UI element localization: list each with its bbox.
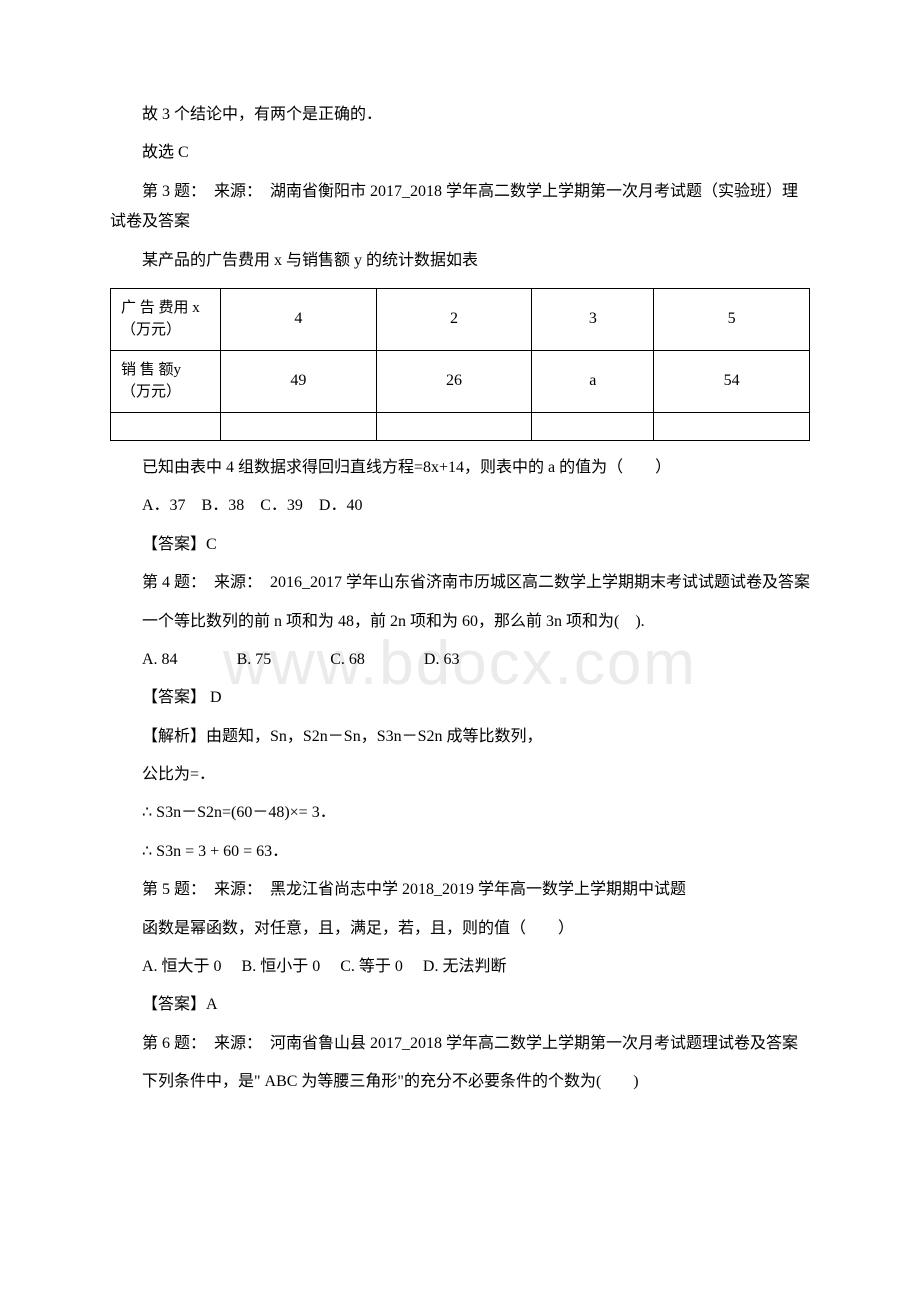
q4-title: 第 4 题： 来源： 2016_2017 学年山东省济南市历城区高二数学上学期期… xyxy=(110,568,810,598)
q3-answer: 【答案】C xyxy=(110,530,810,560)
table-row: 广 告 费用 x （万元） 4 2 3 5 xyxy=(111,288,810,350)
table-cell-empty xyxy=(654,412,810,440)
table-cell: 3 xyxy=(532,288,654,350)
q4-answer: 【答案】 D xyxy=(110,683,810,713)
q6-description: 下列条件中，是" ABC 为等腰三角形"的充分不必要条件的个数为( ) xyxy=(110,1067,810,1097)
q5-title: 第 5 题： 来源： 黑龙江省尚志中学 2018_2019 学年高一数学上学期期… xyxy=(110,875,810,905)
q4-option-a: A. 84 xyxy=(142,651,178,668)
table-header-y: 销 售 额y （万元） xyxy=(111,350,221,412)
q4-option-c: C. 68 xyxy=(330,651,365,668)
q4-explanation-3: ∴ S3n－S2n=(60－48)×= 3． xyxy=(110,798,810,828)
q4-options: A. 84 B. 75 C. 68 D. 63 xyxy=(110,645,810,675)
document-content: 故 3 个结论中，有两个是正确的． 故选 C 第 3 题： 来源： 湖南省衡阳市… xyxy=(110,100,810,1098)
table-cell-empty xyxy=(376,412,532,440)
q6-title: 第 6 题： 来源： 河南省鲁山县 2017_2018 学年高二数学上学期第一次… xyxy=(110,1029,810,1059)
table-cell: 54 xyxy=(654,350,810,412)
q3-data-table: 广 告 费用 x （万元） 4 2 3 5 销 售 额y （万元） 49 26 … xyxy=(110,288,810,441)
table-row: 销 售 额y （万元） 49 26 a 54 xyxy=(111,350,810,412)
table-cell: 26 xyxy=(376,350,532,412)
table-cell: 4 xyxy=(221,288,377,350)
q4-description: 一个等比数列的前 n 项和为 48，前 2n 项和为 60，那么前 3n 项和为… xyxy=(110,607,810,637)
table-header-x: 广 告 费用 x （万元） xyxy=(111,288,221,350)
q3-title: 第 3 题： 来源： 湖南省衡阳市 2017_2018 学年高二数学上学期第一次… xyxy=(110,177,810,238)
table-cell: 2 xyxy=(376,288,532,350)
table-row-empty xyxy=(111,412,810,440)
conclusion-line-2: 故选 C xyxy=(110,138,810,168)
conclusion-line-1: 故 3 个结论中，有两个是正确的． xyxy=(110,100,810,130)
table-cell: a xyxy=(532,350,654,412)
table-cell-empty xyxy=(532,412,654,440)
q3-question: 已知由表中 4 组数据求得回归直线方程=8x+14，则表中的 a 的值为（ ） xyxy=(110,453,810,483)
q4-explanation-1: 【解析】由题知，Sn，S2n－Sn，S3n－S2n 成等比数列， xyxy=(110,722,810,752)
table-cell: 5 xyxy=(654,288,810,350)
q5-description: 函数是幂函数，对任意，且，满足，若，且，则的值（ ） xyxy=(110,914,810,944)
q3-description: 某产品的广告费用 x 与销售额 y 的统计数据如表 xyxy=(110,246,810,276)
q4-option-d: D. 63 xyxy=(424,651,460,668)
table-cell: 49 xyxy=(221,350,377,412)
q5-options: A. 恒大于 0 B. 恒小于 0 C. 等于 0 D. 无法判断 xyxy=(110,952,810,982)
table-cell-empty xyxy=(221,412,377,440)
q4-explanation-2: 公比为=． xyxy=(110,760,810,790)
q3-options: A．37 B．38 C．39 D．40 xyxy=(110,491,810,521)
q5-answer: 【答案】A xyxy=(110,990,810,1020)
q4-option-b: B. 75 xyxy=(237,651,272,668)
q4-explanation-4: ∴ S3n = 3 + 60 = 63． xyxy=(110,837,810,867)
table-cell-empty xyxy=(111,412,221,440)
